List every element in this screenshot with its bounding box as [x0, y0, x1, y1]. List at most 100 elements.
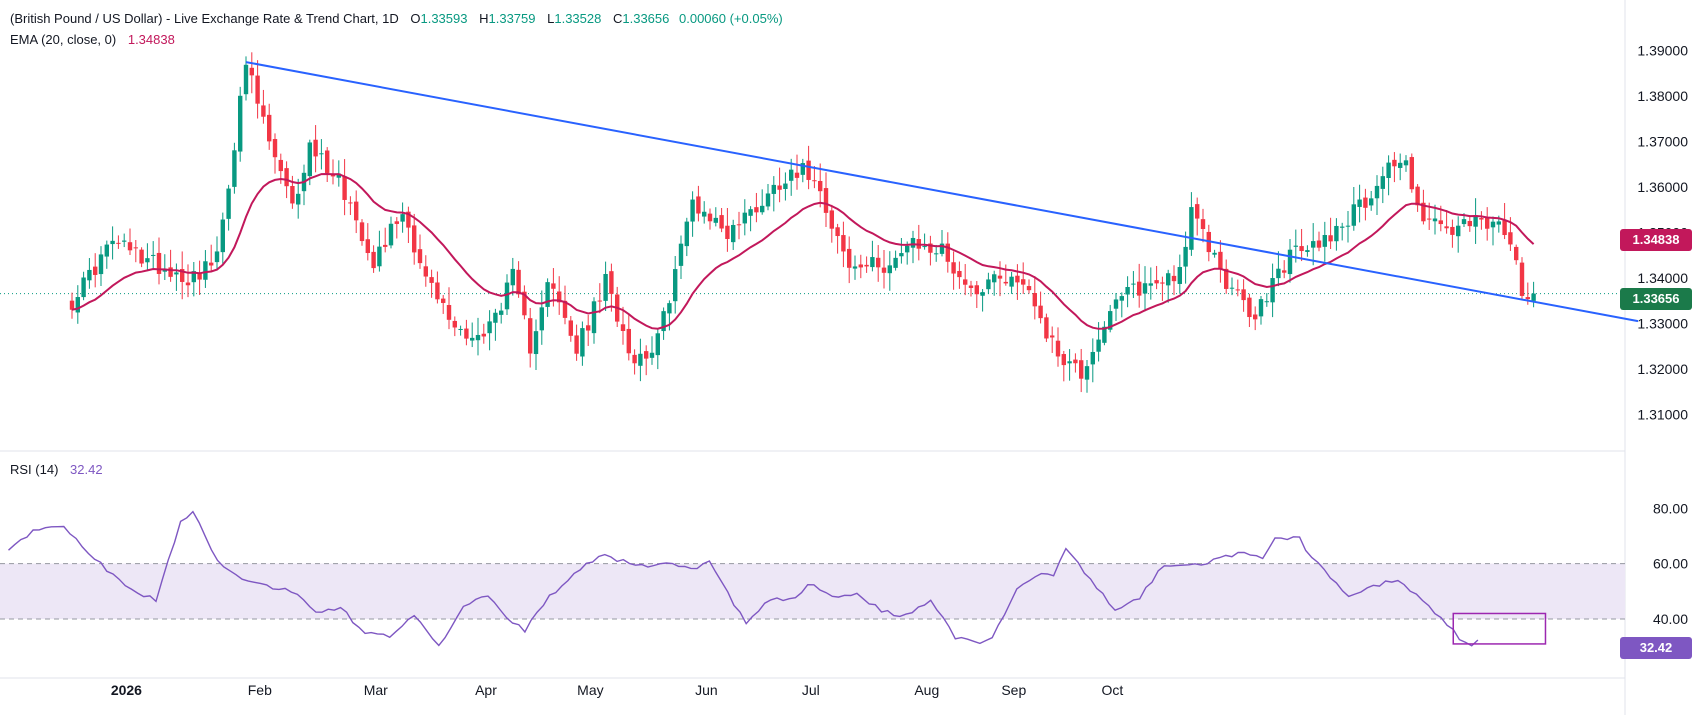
candle-body	[1177, 267, 1182, 284]
candle-body	[1305, 250, 1310, 252]
candle-body	[945, 243, 950, 262]
candle-body	[568, 320, 573, 336]
candle-body	[174, 272, 179, 275]
rsi-layer	[0, 510, 1625, 647]
candle-body	[818, 180, 823, 192]
candle-body	[325, 150, 330, 173]
candle-body	[139, 249, 144, 264]
candle-body	[586, 325, 591, 331]
candle-body	[1108, 311, 1113, 330]
trendline-layer[interactable]	[245, 61, 1639, 323]
candle-body	[939, 243, 945, 254]
candle-body	[313, 139, 318, 157]
candle-body	[1253, 314, 1258, 320]
candle-body	[881, 267, 887, 273]
candle-body	[417, 249, 423, 264]
candle-body	[1403, 160, 1409, 166]
candle-body	[290, 185, 295, 204]
candle-body	[806, 160, 811, 180]
candle-body	[209, 262, 214, 266]
candle-body	[1055, 340, 1061, 357]
candle-body	[516, 269, 521, 295]
rsi-tick-label: 60.00	[1653, 556, 1688, 572]
candle-body	[1171, 275, 1177, 282]
candle-body	[673, 269, 678, 302]
candle-body	[1137, 281, 1142, 296]
candle-body	[951, 262, 956, 274]
candle-body	[1299, 246, 1304, 252]
candle-body	[1311, 241, 1316, 248]
candle-body	[267, 114, 272, 142]
candle-body	[1496, 221, 1501, 225]
candle-body	[1392, 159, 1397, 167]
rsi-tick-label: 80.00	[1653, 500, 1688, 516]
candle-body	[116, 242, 121, 244]
candle-body	[1287, 249, 1293, 275]
candle-body	[1444, 226, 1449, 229]
candle-body	[1241, 289, 1246, 301]
price-tick-label: 1.36000	[1637, 179, 1688, 195]
candle-body	[620, 324, 626, 331]
candle-body	[841, 235, 846, 252]
candle-body	[562, 300, 568, 318]
candle-body	[638, 353, 643, 366]
candle-body	[609, 271, 614, 294]
rsi-band	[0, 563, 1625, 620]
candle-body	[522, 291, 527, 316]
candle-body	[1090, 351, 1095, 365]
candle-body	[377, 246, 382, 267]
candle-body	[1050, 335, 1055, 338]
candle-body	[1357, 199, 1362, 207]
candle-body	[145, 258, 150, 263]
candle-body	[1514, 246, 1519, 261]
candle-body	[75, 297, 80, 313]
candle-body	[905, 245, 910, 253]
candle-body	[557, 291, 562, 303]
candle-body	[893, 257, 898, 268]
candle-body	[93, 266, 98, 275]
candle-body	[1473, 215, 1478, 227]
candle-body	[899, 253, 904, 257]
legend-close: 1.33656	[622, 11, 670, 26]
candle-body	[574, 335, 579, 354]
candle-body	[1427, 218, 1432, 220]
candle-body	[551, 283, 556, 289]
candle-body	[835, 227, 840, 237]
candle-body	[829, 210, 834, 229]
candle-body	[499, 310, 504, 315]
candle-body	[232, 150, 237, 187]
candle-body	[591, 301, 597, 334]
candle-body	[1200, 219, 1206, 230]
candle-body	[365, 239, 370, 254]
ema-line	[71, 172, 1535, 330]
candle-body	[1183, 246, 1188, 267]
candle-body	[1502, 220, 1507, 236]
candle-body	[69, 300, 75, 310]
price-tick-label: 1.38000	[1637, 88, 1688, 104]
candle-body	[1218, 251, 1223, 270]
candle-body	[1079, 360, 1084, 379]
candle-body	[957, 270, 962, 278]
candle-body	[1166, 273, 1171, 286]
candle-body	[1450, 226, 1455, 235]
legend-change: 0.00060 (+0.05%)	[679, 11, 783, 26]
candle-body	[823, 188, 829, 213]
candle-body	[1015, 275, 1020, 283]
candle-body	[632, 354, 637, 364]
time-tick-label: Sep	[1001, 682, 1026, 698]
candle-body	[1345, 225, 1351, 227]
candle-body	[655, 333, 660, 356]
legend-open: 1.33593	[420, 11, 468, 26]
time-tick-label: Mar	[364, 682, 388, 698]
candle-body	[1519, 262, 1525, 296]
candle-body	[429, 277, 434, 283]
candle-body	[1409, 157, 1414, 190]
candle-body	[243, 64, 249, 95]
candle-body	[1508, 232, 1513, 245]
legend-close-label: C	[612, 11, 623, 26]
candle-body	[1026, 286, 1032, 291]
price-tick-label: 1.34000	[1637, 270, 1688, 286]
rsi-tick-label: 40.00	[1653, 611, 1688, 627]
